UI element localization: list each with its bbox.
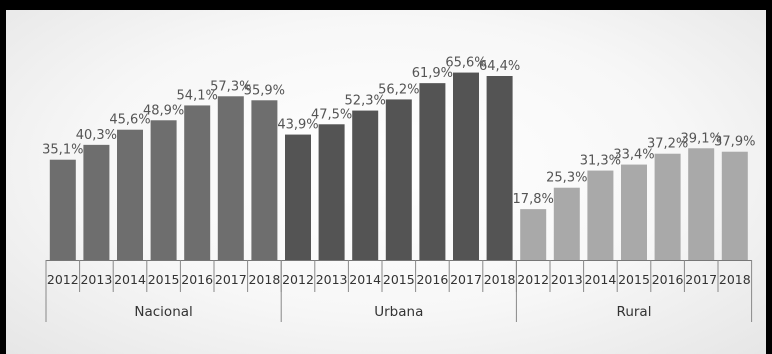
data-label: 40,3% bbox=[76, 128, 117, 143]
bar bbox=[217, 96, 244, 261]
x-tick-label: 2014 bbox=[584, 272, 616, 287]
data-label: 65,6% bbox=[445, 56, 486, 71]
x-tick-label: 2012 bbox=[517, 272, 549, 287]
group-label: Nacional bbox=[134, 304, 192, 320]
data-label: 52,3% bbox=[345, 94, 386, 109]
bar bbox=[688, 148, 715, 260]
data-label: 39,1% bbox=[681, 131, 722, 146]
bar bbox=[385, 99, 412, 260]
x-tick-label: 2016 bbox=[416, 272, 448, 287]
x-tick-label: 2015 bbox=[148, 272, 180, 287]
x-tick-label: 2016 bbox=[181, 272, 213, 287]
data-label: 25,3% bbox=[546, 171, 587, 186]
x-tick-label: 2015 bbox=[618, 272, 650, 287]
bar bbox=[251, 100, 278, 261]
bar bbox=[419, 83, 446, 261]
data-label: 37,2% bbox=[647, 137, 688, 152]
x-tick-label: 2018 bbox=[484, 272, 516, 287]
bar-chart: 35,1% 2012 40,3% 2013 45,6% 2014 48,9% 2015 54,1… bbox=[42, 56, 755, 322]
data-label: 57,3% bbox=[210, 79, 251, 94]
x-tick-label: 2012 bbox=[282, 272, 314, 287]
x-tick-label: 2013 bbox=[551, 272, 583, 287]
bar bbox=[318, 124, 345, 261]
bar bbox=[486, 76, 513, 260]
bar bbox=[184, 105, 211, 260]
chart-frame: 35,1% 2012 40,3% 2013 45,6% 2014 48,9% 2015 54,1… bbox=[6, 10, 766, 354]
x-tick-label: 2017 bbox=[215, 272, 247, 287]
data-label: 33,4% bbox=[613, 148, 654, 163]
data-label: 54,1% bbox=[177, 88, 218, 103]
data-label: 55,9% bbox=[244, 83, 285, 98]
bar bbox=[285, 134, 311, 260]
data-label: 64,4% bbox=[479, 59, 520, 74]
data-label: 35,1% bbox=[42, 143, 83, 158]
data-label: 56,2% bbox=[378, 82, 419, 97]
x-tick-label: 2014 bbox=[114, 272, 146, 287]
data-label: 31,3% bbox=[580, 154, 621, 169]
bar bbox=[453, 72, 479, 260]
bar bbox=[49, 159, 76, 260]
data-label: 61,9% bbox=[412, 66, 453, 81]
group-label: Rural bbox=[617, 304, 652, 320]
data-label: 45,6% bbox=[109, 113, 150, 128]
bar bbox=[621, 164, 647, 260]
bar bbox=[520, 209, 547, 260]
x-tick-label: 2015 bbox=[383, 272, 415, 287]
bar bbox=[721, 151, 748, 260]
data-label: 47,5% bbox=[311, 107, 352, 122]
bar bbox=[150, 120, 177, 261]
x-tick-label: 2018 bbox=[248, 272, 280, 287]
data-label: 37,9% bbox=[714, 135, 755, 150]
data-label: 48,9% bbox=[143, 103, 184, 118]
bar bbox=[654, 153, 681, 260]
x-tick-label: 2016 bbox=[652, 272, 684, 287]
x-tick-label: 2017 bbox=[450, 272, 482, 287]
x-tick-label: 2018 bbox=[719, 272, 751, 287]
data-label: 43,9% bbox=[277, 118, 318, 133]
x-tick-label: 2013 bbox=[80, 272, 112, 287]
data-label: 17,8% bbox=[513, 192, 554, 207]
x-tick-label: 2017 bbox=[685, 272, 717, 287]
x-tick-label: 2012 bbox=[47, 272, 79, 287]
bar bbox=[117, 129, 143, 260]
bar bbox=[83, 144, 110, 260]
x-tick-label: 2014 bbox=[349, 272, 381, 287]
bar bbox=[553, 187, 580, 260]
bar bbox=[587, 170, 614, 260]
bar bbox=[352, 110, 379, 260]
x-tick-label: 2013 bbox=[316, 272, 348, 287]
group-label: Urbana bbox=[374, 304, 423, 320]
